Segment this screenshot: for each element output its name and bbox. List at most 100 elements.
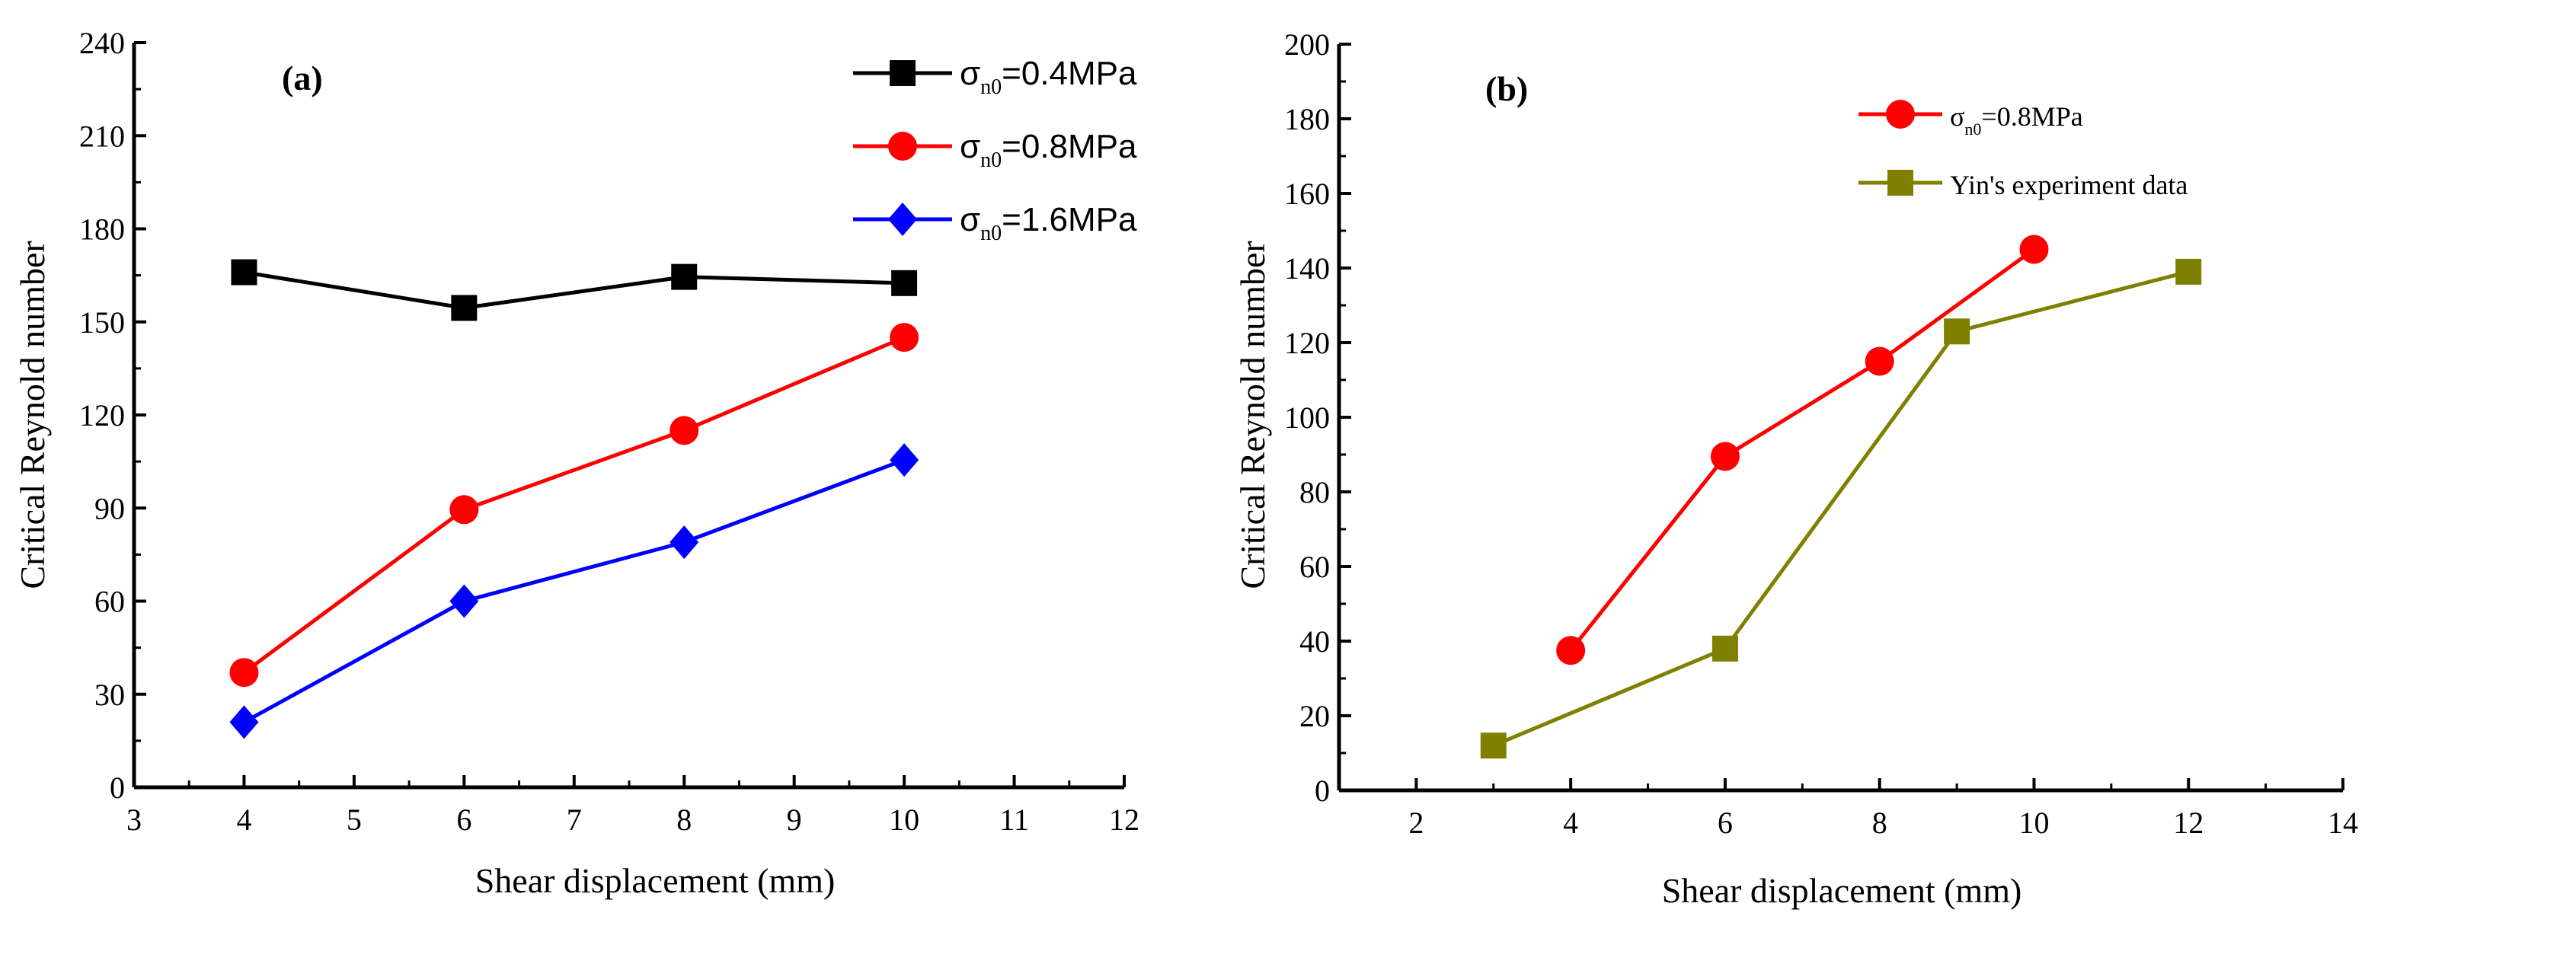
x-tick-label: 6	[1718, 806, 1733, 840]
legend-subscript: n0	[980, 75, 1002, 99]
x-tick-label: 8	[1872, 806, 1887, 840]
x-tick-label: 6	[456, 803, 471, 837]
legend-entry: σn0=0.8MPa	[853, 128, 1137, 172]
y-tick-label: 60	[94, 585, 125, 619]
legend-label: σn0=0.8MPa	[1950, 101, 2083, 139]
data-point	[229, 705, 259, 739]
legend-subscript: n0	[980, 148, 1002, 172]
data-point	[449, 584, 479, 618]
legend-subscript: n0	[980, 222, 1002, 245]
data-point	[670, 416, 699, 445]
data-point	[231, 259, 257, 286]
legend-marker	[888, 203, 917, 236]
legend-entry: σn0=1.6MPa	[853, 201, 1137, 245]
data-point	[1944, 318, 1970, 345]
x-tick-label: 12	[1109, 803, 1139, 837]
x-tick-label: 12	[2173, 806, 2204, 840]
x-tick-label: 14	[2328, 806, 2358, 840]
chart-b: (b) Shear displacement (mm) Critical Rey…	[1233, 27, 2358, 910]
data-point	[890, 323, 919, 353]
data-point	[1711, 635, 1738, 662]
series-a-0	[231, 259, 918, 321]
x-tick-label: 11	[999, 803, 1029, 837]
data-point	[1710, 442, 1740, 471]
series-a-1	[229, 323, 919, 688]
legend-sigma: σ	[960, 201, 980, 238]
legend-sigma: σ	[960, 128, 980, 165]
y-axis-label-b: Critical Reynold number	[1233, 241, 1272, 589]
y-tick-label: 100	[1284, 401, 1330, 435]
x-tick-label: 3	[126, 803, 142, 837]
y-tick-label: 90	[94, 491, 125, 525]
legend-text: =1.6MPa	[1002, 201, 1137, 238]
data-point	[229, 658, 259, 688]
legend-marker	[1887, 170, 1913, 196]
legend-entry: σn0=0.4MPa	[853, 55, 1137, 99]
legend-label: Yin's experiment data	[1950, 170, 2188, 200]
legend-marker	[890, 60, 916, 86]
legend-text: =0.8MPa	[1981, 101, 2082, 132]
series-b-1	[1480, 258, 2202, 759]
panel-label-a: (a)	[282, 59, 323, 97]
y-tick-label: 80	[1299, 475, 1330, 509]
y-axis-label-a: Critical Reynold number	[13, 241, 52, 589]
y-tick-label: 0	[1315, 774, 1330, 808]
data-point	[2175, 258, 2202, 285]
y-tick-label: 180	[79, 212, 125, 247]
y-tick-label: 180	[1284, 102, 1330, 136]
x-axis-label-a: Shear displacement (mm)	[475, 861, 836, 900]
x-axis-label-b: Shear displacement (mm)	[1662, 871, 2022, 910]
data-point	[451, 295, 478, 321]
y-tick-label: 160	[1284, 177, 1330, 211]
legend-label: σn0=0.8MPa	[960, 128, 1137, 172]
x-tick-label: 2	[1408, 806, 1424, 840]
y-tick-label: 0	[110, 771, 125, 805]
y-tick-label: 120	[1284, 326, 1330, 360]
legend-subscript: n0	[1964, 120, 1981, 139]
series-b-0	[1556, 235, 2049, 665]
y-tick-label: 20	[1299, 699, 1330, 733]
legend-sigma: σ	[960, 55, 980, 92]
panel-label-b: (b)	[1485, 69, 1528, 108]
legend-sigma: σ	[1950, 101, 1964, 132]
data-point	[670, 525, 699, 560]
x-tick-label: 7	[567, 803, 582, 837]
data-point	[2019, 235, 2049, 264]
data-point	[1865, 346, 1894, 376]
x-tick-label: 4	[1563, 806, 1578, 840]
y-tick-label: 60	[1299, 550, 1330, 584]
y-tick-label: 200	[1284, 27, 1330, 62]
data-point	[1480, 732, 1507, 759]
legend-marker	[888, 132, 917, 161]
y-tick-label: 30	[94, 678, 125, 712]
series-a-2	[229, 443, 919, 739]
legend-text: =0.8MPa	[1002, 128, 1137, 165]
data-point	[671, 263, 698, 290]
x-tick-label: 10	[2018, 806, 2049, 840]
series-line	[244, 270, 905, 310]
legend-label: σn0=0.4MPa	[960, 55, 1137, 99]
x-tick-label: 9	[787, 803, 802, 837]
chart-a: (a) Shear displacement (mm) Critical Rey…	[13, 26, 1139, 900]
y-tick-label: 140	[1284, 251, 1330, 286]
data-point	[891, 270, 918, 296]
data-point	[449, 495, 479, 525]
x-tick-label: 10	[889, 803, 919, 837]
y-tick-label: 120	[79, 398, 125, 432]
legend-marker	[1886, 100, 1915, 129]
series-line	[1569, 247, 2035, 652]
legend-text: =0.4MPa	[1002, 55, 1137, 92]
legend-entry: σn0=0.8MPa	[1858, 100, 2083, 139]
series-line	[1492, 270, 2189, 748]
legend-text: Yin's experiment data	[1950, 170, 2188, 200]
y-tick-label: 210	[79, 119, 125, 153]
x-tick-label: 4	[236, 803, 251, 837]
series-line	[242, 335, 906, 675]
legend-entry: Yin's experiment data	[1858, 170, 2188, 200]
x-tick-label: 8	[676, 803, 692, 837]
y-tick-label: 240	[79, 26, 125, 60]
y-tick-label: 40	[1299, 624, 1330, 659]
data-point	[1556, 636, 1586, 665]
data-point	[890, 443, 919, 477]
